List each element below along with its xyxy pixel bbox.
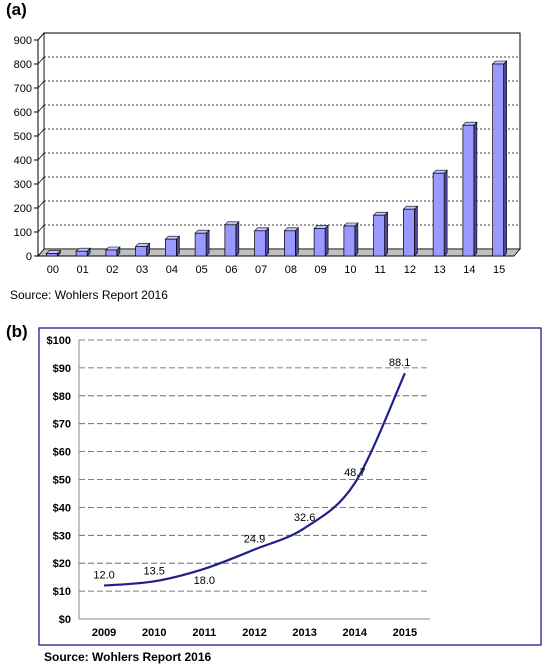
bar-side [503, 60, 507, 257]
bar [492, 63, 504, 257]
gridline-side [37, 32, 45, 41]
series-line [103, 372, 406, 587]
bar [165, 238, 177, 257]
x-tick-label: 04 [166, 264, 178, 276]
panel-b-label: (b) [6, 322, 28, 341]
bar-side [443, 169, 448, 257]
gridline-side [37, 152, 45, 161]
panel-a-label: (a) [6, 0, 27, 19]
plot-side-wall [37, 31, 45, 258]
y-tick-label: 800 [14, 59, 32, 71]
y-tick-label: 0 [26, 251, 32, 263]
bar-side [414, 205, 418, 257]
bar [403, 208, 415, 257]
x-tick-label: 2011 [192, 627, 216, 639]
bar [254, 230, 266, 257]
data-label: 12.0 [93, 570, 114, 582]
x-tick-label: 13 [434, 264, 446, 276]
bar [105, 249, 118, 257]
x-tick-label: 10 [344, 264, 356, 276]
x-tick-label: 02 [106, 264, 118, 276]
bar-side [295, 227, 299, 257]
bar [432, 172, 445, 257]
bar [462, 124, 475, 257]
x-tick-label: 12 [404, 264, 416, 276]
x-tick-label: 03 [136, 264, 148, 276]
y-tick-label: $80 [53, 391, 71, 403]
y-tick-label: 500 [14, 131, 32, 143]
bar [224, 224, 237, 257]
bar [75, 250, 88, 257]
bar [135, 246, 147, 257]
x-tick-label: 2009 [92, 627, 116, 639]
plot-back-wall [43, 32, 521, 250]
gridline-side [37, 128, 45, 137]
data-label: 48.7 [344, 467, 365, 479]
y-tick-label: 600 [14, 107, 32, 119]
y-tick-label: $70 [53, 419, 71, 431]
y-tick-label: 900 [14, 35, 32, 47]
data-label: 24.9 [244, 534, 265, 546]
data-label: 13.5 [144, 565, 165, 577]
bar-side [384, 211, 388, 257]
x-tick-label: 00 [47, 264, 59, 276]
bar [343, 225, 356, 257]
y-tick-label: 400 [14, 155, 32, 167]
bar [313, 228, 326, 257]
gridline-side [37, 80, 45, 89]
gridline-side [37, 200, 45, 209]
gridline-side [37, 224, 45, 233]
x-tick-label: 2015 [393, 627, 417, 639]
x-tick-label: 11 [374, 264, 385, 276]
x-tick-label: 01 [77, 264, 89, 276]
y-tick-label: 200 [14, 203, 32, 215]
x-tick-label: 08 [285, 264, 297, 276]
x-tick-label: 2014 [343, 627, 368, 639]
x-tick-label: 15 [493, 264, 505, 276]
y-tick-label: $50 [53, 475, 71, 487]
bar-side [235, 221, 240, 257]
data-label: 18.0 [194, 575, 215, 587]
panel-b-source: Source: Wohlers Report 2016 [44, 650, 212, 664]
x-tick-label: 09 [315, 264, 327, 276]
chart-frame [38, 327, 542, 646]
y-tick-label: $40 [53, 502, 71, 514]
bar-side [265, 227, 269, 257]
y-tick-label: $0 [59, 614, 71, 626]
y-tick-label: 100 [14, 227, 32, 239]
gridline-side [37, 104, 45, 113]
y-tick-label: 300 [14, 179, 32, 191]
bar-side [473, 121, 478, 257]
bar [373, 214, 385, 257]
x-tick-label: 14 [463, 264, 475, 276]
bar-chart: 0 100 200 300 400 500 600 700 800 900 00 01 02 03 04 05… [14, 31, 521, 276]
data-label: 88.1 [389, 357, 410, 369]
y-tick-label: $20 [53, 558, 71, 570]
y-tick-label: $90 [53, 363, 71, 375]
y-tick-label: 700 [14, 83, 32, 95]
line-chart: $0 $10 $20 $30 $40 $50 $60 $70 $80 $90 $100 12.0 13.… [38, 327, 542, 646]
x-tick-label: 05 [196, 264, 208, 276]
panel-a-source: Source: Wohlers Report 2016 [10, 288, 168, 302]
bar-side [324, 224, 329, 257]
bar [194, 232, 207, 257]
x-tick-label: 06 [225, 264, 237, 276]
x-tick-label: 2012 [242, 627, 266, 639]
x-tick-label: 2010 [142, 627, 166, 639]
bar [284, 230, 296, 257]
gridline-side [37, 56, 45, 65]
y-tick-label: $60 [53, 447, 71, 459]
data-label: 32.6 [294, 512, 315, 524]
x-tick-label: 07 [255, 264, 267, 276]
y-tick-label: $10 [53, 586, 71, 598]
x-tick-label: 2013 [292, 627, 316, 639]
bar-side [205, 229, 210, 257]
bar-side [354, 222, 359, 257]
gridline-side [37, 176, 45, 185]
y-tick-label: $30 [53, 530, 71, 542]
y-tick-label: $100 [47, 335, 71, 347]
bar [46, 253, 58, 257]
